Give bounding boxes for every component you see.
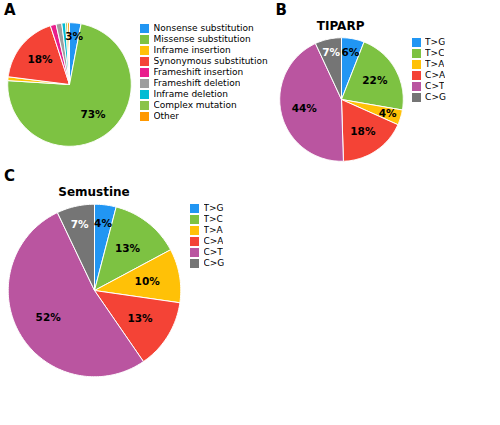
html-text:Inframe insertion: Inframe insertion bbox=[153, 45, 231, 55]
svg-text:18%: 18% bbox=[350, 125, 376, 137]
html-text:C>G: C>G bbox=[425, 92, 446, 102]
svg-text:18%: 18% bbox=[27, 53, 53, 65]
svg-text:73%: 73% bbox=[80, 108, 106, 120]
html-text:C>A: C>A bbox=[203, 236, 224, 246]
html-text:T>C: T>C bbox=[425, 48, 445, 58]
html-text:C>A: C>A bbox=[425, 70, 446, 80]
html-text:Missense substitution: Missense substitution bbox=[153, 34, 251, 44]
svg-text:13%: 13% bbox=[115, 242, 141, 254]
svg-text:44%: 44% bbox=[291, 102, 317, 114]
html-text:T>C: T>C bbox=[203, 214, 223, 224]
svg-text:4%: 4% bbox=[378, 107, 396, 119]
html-text:T>A: T>A bbox=[425, 59, 445, 69]
svg-text:52%: 52% bbox=[36, 311, 62, 323]
html-text:C: C bbox=[4, 167, 15, 185]
html-text:T>G: T>G bbox=[203, 203, 224, 213]
html-text:T>A: T>A bbox=[203, 225, 223, 235]
html-text:B: B bbox=[275, 1, 287, 19]
html-text:Nonsense substitution: Nonsense substitution bbox=[153, 23, 254, 33]
html-text:TIPARP: TIPARP bbox=[316, 19, 365, 33]
svg-text:22%: 22% bbox=[362, 74, 388, 86]
html-text:Inframe deletion: Inframe deletion bbox=[153, 89, 228, 99]
html-text:T>G: T>G bbox=[425, 37, 446, 47]
html-text:C>G: C>G bbox=[203, 258, 225, 268]
html-text:Synonymous substitution: Synonymous substitution bbox=[153, 56, 268, 66]
svg-text:3%: 3% bbox=[65, 30, 83, 42]
html-text:C>T: C>T bbox=[203, 247, 223, 257]
html-text:Frameshift insertion: Frameshift insertion bbox=[153, 67, 244, 77]
svg-text:4%: 4% bbox=[94, 217, 112, 229]
svg-text:10%: 10% bbox=[135, 275, 161, 287]
html-text:Semustine: Semustine bbox=[58, 185, 130, 199]
html-text:A: A bbox=[4, 1, 16, 19]
svg-text:7%: 7% bbox=[322, 46, 340, 58]
html-text:Other: Other bbox=[153, 111, 180, 121]
svg-text:7%: 7% bbox=[71, 218, 89, 230]
html-text:C>T: C>T bbox=[425, 81, 445, 91]
html-text:Frameshift deletion: Frameshift deletion bbox=[153, 78, 241, 88]
svg-text:6%: 6% bbox=[341, 46, 359, 58]
html-text:Complex mutation: Complex mutation bbox=[153, 100, 237, 110]
svg-text:13%: 13% bbox=[127, 312, 153, 324]
